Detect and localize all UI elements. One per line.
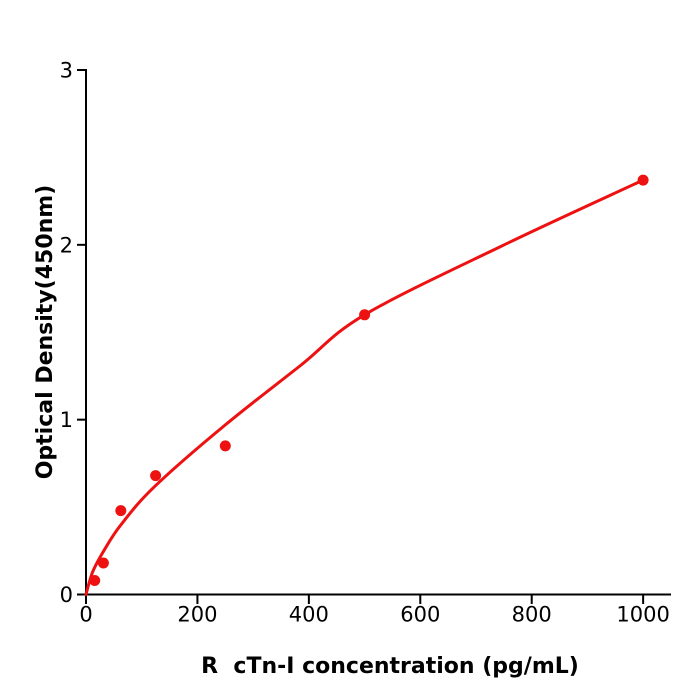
x-axis-ticks [85,595,645,604]
y-tick-label: 0 [60,583,73,607]
data-point [219,440,231,452]
y-axis-label: Optical Density(450nm) [33,184,58,480]
data-point [89,575,101,586]
data-point [115,505,127,517]
data-point [359,309,371,321]
x-tick-label: 0 [79,603,92,627]
x-tick-label: 800 [512,603,552,627]
data-points [89,174,649,586]
axis-spines [85,69,671,596]
x-tick-label: 1000 [616,603,669,627]
y-tick-label: 2 [60,233,73,257]
y-axis-ticks [77,69,85,596]
fit-curve-line [84,178,645,596]
y-axis-tick-labels: 0 1 2 3 [60,59,73,608]
data-point [150,470,162,482]
data-point [637,174,649,186]
data-point [97,557,109,569]
x-tick-label: 200 [177,603,217,627]
x-tick-label: 600 [400,603,440,627]
x-tick-label: 400 [289,603,329,627]
x-axis-tick-labels: 0 200 400 600 800 1000 [79,603,670,627]
y-tick-label: 3 [60,59,73,83]
x-axis-label: R cTn-I concentration (pg/mL) [201,654,579,679]
y-tick-label: 1 [60,408,73,432]
